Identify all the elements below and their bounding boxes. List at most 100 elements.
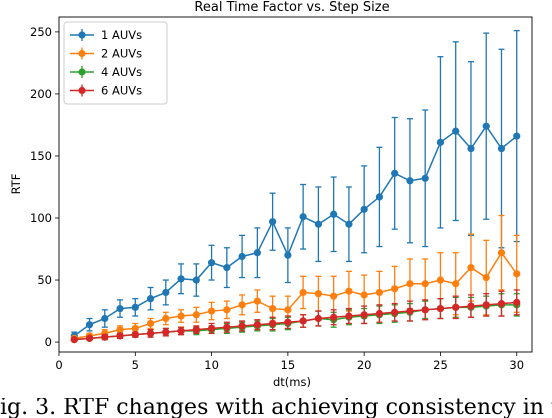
legend-label: 4 AUVs [101, 65, 142, 79]
data-point [299, 288, 307, 297]
x-tick-label: 15 [281, 358, 296, 372]
data-point [482, 273, 490, 282]
x-tick-label: 25 [433, 358, 448, 372]
data-point [421, 174, 429, 182]
data-point [314, 314, 322, 323]
data-point [177, 275, 185, 283]
data-point [284, 306, 292, 314]
data-point [467, 264, 475, 272]
data-point [85, 334, 94, 342]
data-point [223, 306, 231, 314]
data-point [177, 312, 185, 320]
data-point [253, 249, 261, 257]
data-point [269, 218, 277, 226]
data-point [192, 311, 200, 319]
chart-title: Real Time Factor vs. Step Size [194, 0, 389, 15]
legend-item: 4 AUVs [70, 65, 142, 79]
data-point [360, 205, 368, 213]
legend-item: 6 AUVs [70, 84, 142, 98]
data-point [162, 288, 170, 297]
data-point [314, 220, 322, 228]
y-axis: 0 50 100 150 200 250 [30, 25, 59, 349]
legend-label: 2 AUVs [101, 47, 142, 61]
series-line [74, 301, 517, 341]
data-point [223, 264, 231, 272]
data-point [513, 270, 521, 278]
data-point [391, 285, 399, 293]
data-point [269, 304, 277, 313]
data-point [146, 319, 155, 328]
legend-swatch-marker [78, 49, 86, 58]
legend-label: 6 AUVs [101, 84, 142, 98]
data-point [299, 213, 307, 221]
data-point [131, 324, 139, 333]
x-tick-label: 20 [357, 358, 372, 372]
data-point [421, 280, 429, 288]
legend-box [63, 21, 168, 105]
data-point [177, 327, 185, 335]
data-point [360, 291, 368, 299]
data-point [406, 280, 414, 288]
data-point [467, 302, 475, 310]
data-point [436, 276, 445, 284]
y-axis-label: RTF [9, 174, 23, 195]
series-layer [70, 29, 521, 344]
data-point [314, 290, 322, 298]
data-point [436, 304, 445, 313]
series-1-auvs [70, 29, 521, 341]
data-point [146, 329, 155, 337]
data-point [452, 280, 460, 288]
series-6-auvs [70, 289, 521, 344]
legend-item: 2 AUVs [70, 47, 142, 61]
legend-label: 1 AUVs [101, 28, 142, 42]
data-point [207, 259, 216, 267]
x-tick-label: 30 [509, 358, 524, 372]
data-point [238, 252, 246, 261]
data-point [101, 314, 109, 323]
legend-swatch-marker [78, 68, 86, 76]
data-point [299, 317, 307, 325]
x-tick-label: 10 [204, 358, 219, 372]
data-point [330, 292, 338, 300]
data-point [269, 319, 277, 328]
y-tick-label: 50 [37, 273, 52, 287]
data-point [375, 288, 384, 297]
data-point [192, 276, 200, 284]
plot-frame [58, 16, 533, 353]
data-point [391, 308, 399, 316]
data-point [284, 318, 292, 326]
data-point [497, 300, 506, 308]
data-point [223, 323, 231, 331]
data-point [101, 333, 109, 341]
data-point [406, 177, 414, 185]
data-point [70, 335, 78, 344]
data-point [85, 321, 94, 329]
data-point [345, 220, 353, 228]
data-point [284, 251, 292, 259]
data-point [330, 210, 338, 218]
data-point [192, 326, 200, 334]
data-point [116, 332, 124, 340]
data-point [452, 127, 460, 135]
data-point [162, 314, 170, 323]
data-point [345, 287, 353, 295]
rtf-chart: Real Time Factor vs. Step Size 0 5 10 15 20 2… [9, 0, 533, 389]
data-point [497, 144, 506, 153]
figure-caption: ig. 3. RTF changes with achieving consis… [0, 398, 552, 418]
series-line [73, 124, 518, 337]
data-point [360, 311, 368, 319]
y-tick-label: 100 [30, 211, 52, 225]
data-point [162, 328, 170, 336]
data-point [513, 298, 521, 306]
legend-item: 1 AUVs [70, 28, 142, 42]
data-point [482, 122, 490, 130]
y-tick-label: 250 [30, 25, 52, 39]
x-axis-label: dt(ms) [273, 375, 311, 389]
legend: 1 AUVs 2 AUVs 4 AUVs 6 AUVs [63, 21, 168, 105]
data-point [513, 132, 521, 140]
data-point [131, 303, 139, 311]
y-tick-label: 0 [45, 335, 52, 349]
data-point [330, 313, 338, 321]
data-point [238, 322, 246, 330]
data-point [207, 307, 216, 315]
